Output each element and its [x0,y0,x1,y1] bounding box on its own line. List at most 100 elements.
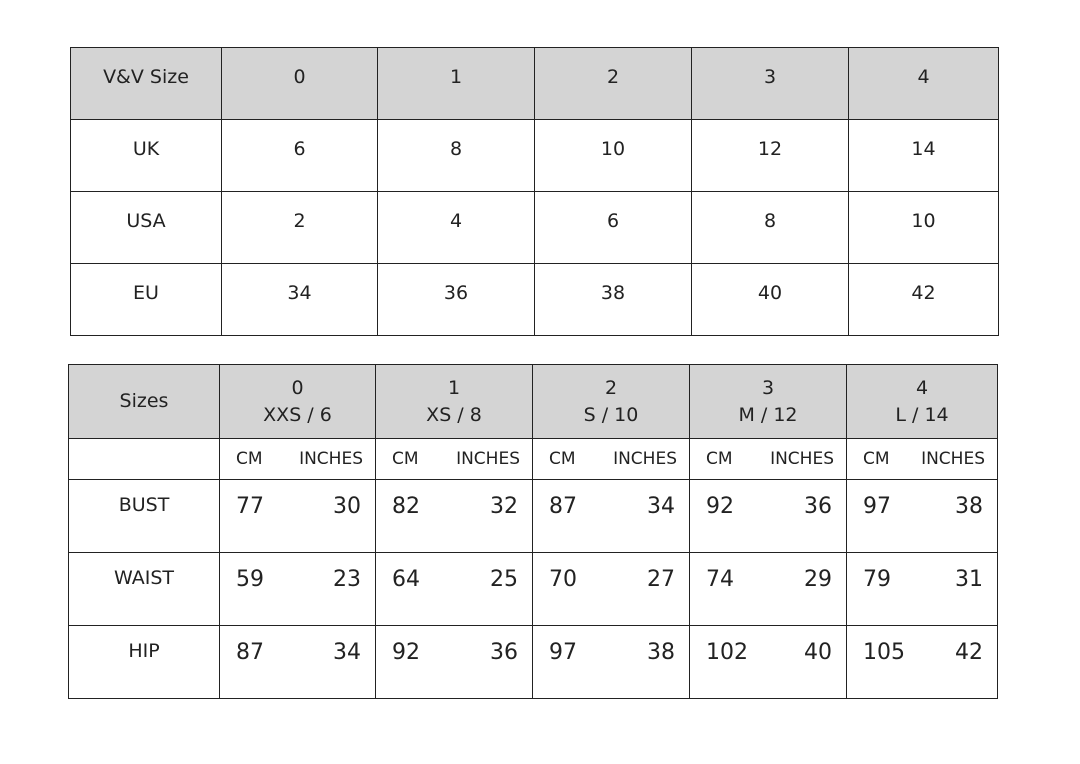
size-number: 4 [915,376,929,399]
value-pair: 87 34 [220,640,375,665]
size-number: 2 [604,376,618,399]
size-name: S / 10 [583,403,639,426]
size-header-cell: 2 S / 10 [532,364,690,439]
value-pair: 77 30 [220,494,375,519]
header-cell: Sizes [68,364,220,439]
value-pair: 92 36 [690,494,846,519]
table-cell: 10 [534,119,692,192]
measurement-cell: 82 32 [375,479,533,553]
table-cell: 2 [221,191,378,264]
units-cell: CM INCHES [375,438,533,480]
measurement-cell: 105 42 [846,625,998,699]
cm-value: 92 [706,494,734,519]
cm-value: 87 [236,640,264,665]
units-cell: CM INCHES [846,438,998,480]
measurement-cell: 102 40 [689,625,847,699]
table-cell: 36 [377,263,535,336]
row-label: UK [70,119,222,192]
inches-value: 31 [955,567,983,592]
size-number: 1 [447,376,461,399]
measurement-cell: 59 23 [219,552,376,626]
cm-value: 92 [392,640,420,665]
header-cell: 4 [848,47,999,120]
row-label: BUST [68,479,220,553]
value-pair: 87 34 [533,494,689,519]
units-pair: CM INCHES [533,449,689,469]
table-cell: 6 [221,119,378,192]
table-cell: 8 [377,119,535,192]
measurement-cell: 74 29 [689,552,847,626]
cm-value: 97 [863,494,891,519]
cm-value: 79 [863,567,891,592]
size-name: L / 14 [895,403,949,426]
table-row: UK 6 8 10 12 14 [70,119,999,192]
value-pair: 79 31 [847,567,997,592]
table-cell: 10 [848,191,999,264]
size-header-cell: 1 XS / 8 [375,364,533,439]
row-label: USA [70,191,222,264]
size-number: 3 [761,376,775,399]
measurement-cell: 92 36 [689,479,847,553]
cm-value: 64 [392,567,420,592]
cm-value: 74 [706,567,734,592]
inches-value: 32 [490,494,518,519]
header-cell: 2 [534,47,692,120]
value-pair: 74 29 [690,567,846,592]
cm-value: 70 [549,567,577,592]
measurement-cell: 87 34 [219,625,376,699]
inches-value: 40 [804,640,832,665]
inches-value: 36 [804,494,832,519]
measurement-row: HIP 87 34 92 36 97 38 102 40 105 42 [68,625,998,699]
units-cell: CM INCHES [219,438,376,480]
value-pair: 97 38 [533,640,689,665]
measurement-cell: 87 34 [532,479,690,553]
size-header-cell: 0 XXS / 6 [219,364,376,439]
header-cell: 1 [377,47,535,120]
measurement-cell: 64 25 [375,552,533,626]
header-cell: V&V Size [70,47,222,120]
size-name: M / 12 [738,403,798,426]
header-row: V&V Size 0 1 2 3 4 [70,47,999,120]
table-cell: 14 [848,119,999,192]
value-pair: 59 23 [220,567,375,592]
table-cell: 12 [691,119,849,192]
units-pair: CM INCHES [376,449,532,469]
table-cell: 38 [534,263,692,336]
size-number: 0 [291,376,304,399]
inches-value: 27 [647,567,675,592]
cm-value: 59 [236,567,264,592]
empty-cell [68,438,220,480]
size-name: XXS / 6 [263,403,332,426]
row-label: WAIST [68,552,220,626]
inches-value: 34 [647,494,675,519]
table-row: EU 34 36 38 40 42 [70,263,999,336]
value-pair: 102 40 [690,640,846,665]
row-label: HIP [68,625,220,699]
unit-inches: INCHES [456,449,520,469]
value-pair: 105 42 [847,640,997,665]
units-cell: CM INCHES [532,438,690,480]
inches-value: 25 [490,567,518,592]
units-cell: CM INCHES [689,438,847,480]
table-cell: 4 [377,191,535,264]
table-cell: 34 [221,263,378,336]
unit-inches: INCHES [770,449,834,469]
unit-cm: CM [236,449,263,469]
unit-cm: CM [549,449,576,469]
units-pair: CM INCHES [220,449,375,469]
size-name: XS / 8 [426,403,482,426]
inches-value: 30 [333,494,361,519]
units-row: CM INCHES CM INCHES CM INCHES CM INCHES CM INCHES [68,438,998,480]
measurement-row: WAIST 59 23 64 25 70 27 74 29 79 31 [68,552,998,626]
inches-value: 34 [333,640,361,665]
size-conversion-table: V&V Size 0 1 2 3 4 UK 6 8 10 12 14 USA 2 4 6 8 10 EU 34 36 3… [70,47,999,336]
cm-value: 105 [863,640,905,665]
unit-inches: INCHES [921,449,985,469]
units-pair: CM INCHES [690,449,846,469]
cm-value: 97 [549,640,577,665]
unit-inches: INCHES [613,449,677,469]
row-label: EU [70,263,222,336]
measurement-row: BUST 77 30 82 32 87 34 92 36 97 38 [68,479,998,553]
cm-value: 82 [392,494,420,519]
measurements-table: Sizes 0 XXS / 6 1 XS / 8 2 S / 10 3 M / 12 4 L / … [68,364,998,699]
